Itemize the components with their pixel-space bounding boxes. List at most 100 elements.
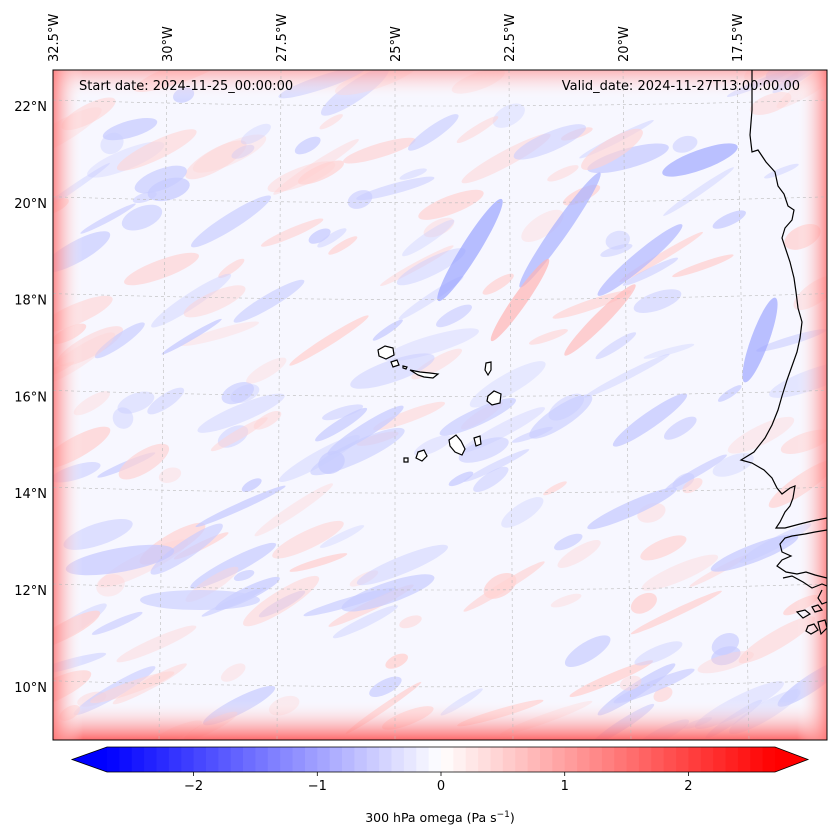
colorbar-cell: [638, 747, 652, 772]
colorbar-cell: [168, 747, 182, 772]
colorbar-cell: [329, 747, 343, 772]
omega-feature: [117, 391, 155, 414]
omega-feature: [112, 407, 134, 429]
omega-band: [437, 198, 503, 302]
omega-feature: [634, 641, 683, 666]
omega-feature: [672, 254, 734, 278]
omega-feature: [332, 605, 398, 639]
omega-feature: [308, 228, 331, 244]
omega-feature: [197, 393, 285, 433]
omega-feature: [463, 449, 530, 482]
omega-feature: [117, 129, 197, 171]
omega-feature: [380, 245, 454, 286]
omega-feature: [569, 660, 654, 697]
colorbar-cell: [552, 747, 566, 772]
colorbar-cell: [403, 747, 417, 772]
omega-band: [519, 172, 601, 288]
omega-feature: [717, 385, 742, 402]
cape-verde-islands: [377, 345, 502, 463]
omega-feature: [150, 523, 223, 575]
colorbar-cell: [416, 747, 430, 772]
gridlines: [53, 70, 827, 740]
colorbar-cell: [119, 747, 133, 772]
omega-feature: [373, 401, 446, 431]
colorbar-cell: [676, 747, 689, 772]
colorbar-cell: [391, 747, 405, 772]
omega-feature: [399, 168, 427, 180]
omega-feature: [183, 285, 246, 318]
colorbar-cell: [342, 747, 355, 772]
colorbar-cell: [626, 747, 640, 772]
lat-tick-label: 18°N: [14, 294, 47, 309]
parallel-line: [53, 293, 827, 300]
omega-feature: [710, 534, 799, 572]
island-santa-luzia: [402, 365, 408, 370]
boundary-artifact-bands: [53, 70, 827, 740]
lon-tick-label: 32.5°W: [47, 14, 62, 62]
omega-feature: [233, 570, 255, 581]
colorbar-cell: [539, 747, 553, 772]
colorbar-cell: [502, 747, 516, 772]
lon-tick-label: 30°W: [161, 26, 176, 62]
omega-feature: [448, 471, 474, 487]
lat-tick-label: 12°N: [14, 584, 47, 599]
omega-feature: [643, 343, 695, 359]
valid-date-label: Valid_date: 2024-11-27T13:00:00.00: [562, 79, 800, 94]
omega-feature: [672, 135, 698, 153]
colorbar-outline: [70, 746, 810, 773]
omega-feature: [96, 574, 125, 597]
island-maio: [473, 435, 482, 447]
omega-feature: [294, 136, 321, 155]
omega-feature: [341, 574, 435, 612]
omega-feature: [482, 273, 514, 295]
colorbar-tick-label: 2: [684, 779, 692, 794]
island-sao-nicolau: [409, 369, 440, 379]
colorbar-cell: [218, 747, 232, 772]
omega-feature: [192, 134, 267, 173]
meridian-line: [276, 70, 282, 740]
omega-feature: [347, 190, 373, 209]
omega-feature: [90, 671, 175, 704]
omega-feature: [513, 124, 586, 160]
omega-feature: [241, 478, 262, 492]
parallel-line: [53, 680, 827, 688]
map-frame: [52, 69, 828, 741]
lat-tick-label: 22°N: [14, 100, 47, 115]
omega-feature: [712, 210, 747, 229]
omega-feature: [383, 328, 479, 362]
omega-feature: [147, 387, 185, 415]
colorbar-ticks: −2 −1 0 1 2: [184, 772, 693, 794]
omega-feature: [407, 114, 459, 151]
lon-tick-label: 20°W: [617, 26, 632, 62]
colorbar-cell: [366, 747, 380, 772]
omega-feature: [121, 204, 163, 231]
colorbar-extend-max: [775, 747, 808, 772]
omega-feature: [411, 348, 463, 380]
omega-feature: [739, 523, 812, 563]
omega-feature: [319, 114, 343, 130]
longitude-tick-labels: 32.5°W 30°W 27.5°W 25°W 22.5°W 20°W 17.5°W: [47, 14, 746, 62]
omega-feature: [622, 257, 679, 286]
colorbar-cell: [725, 747, 739, 772]
omega-feature: [385, 653, 408, 669]
omega-feature: [356, 176, 435, 201]
colorbar-cell: [490, 747, 504, 772]
omega-feature: [633, 289, 682, 313]
colorbar-tick-label: 0: [437, 779, 445, 794]
omega-feature: [253, 410, 282, 430]
omega-band: [742, 297, 778, 383]
colorbar-cell: [515, 747, 528, 772]
omega-feature: [473, 466, 509, 493]
colorbar-cells: [72, 747, 808, 772]
colorbar-cell: [737, 747, 751, 772]
omega-feature: [543, 481, 567, 496]
omega-feature: [640, 535, 687, 561]
colorbar-cell: [663, 747, 677, 772]
omega-feature: [349, 570, 379, 587]
omega-feature: [587, 143, 669, 174]
colorbar-cell: [700, 747, 714, 772]
island-brava: [403, 457, 409, 463]
omega-feature: [112, 663, 187, 705]
island-santiago: [448, 434, 466, 456]
